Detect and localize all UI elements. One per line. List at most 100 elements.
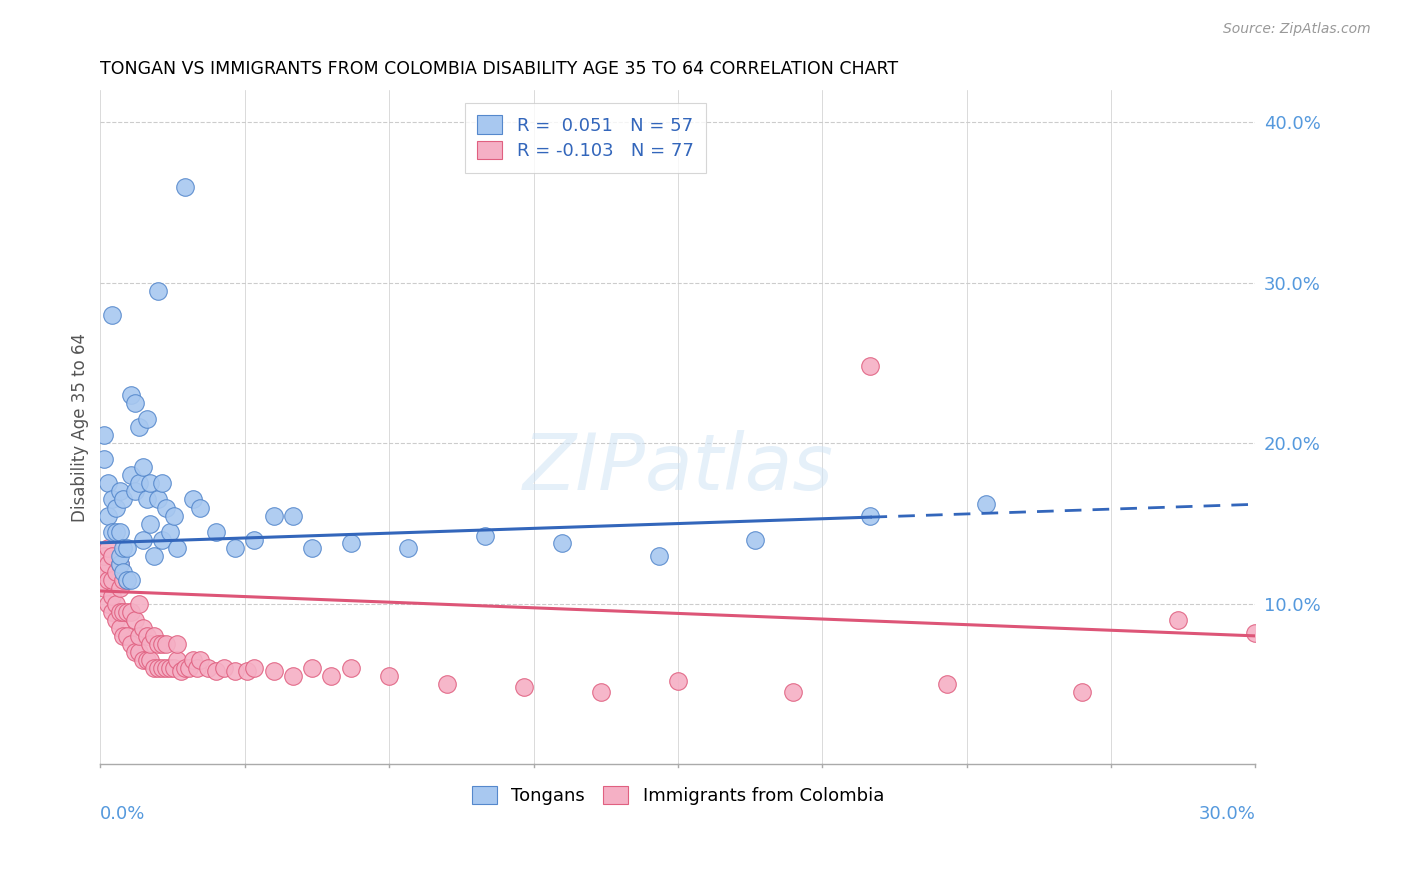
Point [186,661,208,675]
Point [108,549,131,563]
Point [170,664,193,678]
Point [782,685,804,699]
Point [666,673,689,688]
Point [1244,625,1267,640]
Point [97,557,120,571]
Point [155,637,177,651]
Point [166,541,188,555]
Point [93,549,115,563]
Point [139,476,162,491]
Point [128,420,150,434]
Text: TONGAN VS IMMIGRANTS FROM COLOMBIA DISABILITY AGE 35 TO 64 CORRELATION CHART: TONGAN VS IMMIGRANTS FROM COLOMBIA DISAB… [100,60,898,78]
Point [104,524,127,539]
Point [101,308,124,322]
Point [197,661,219,675]
Point [301,541,323,555]
Point [224,541,246,555]
Point [112,573,135,587]
Point [551,536,574,550]
Point [139,637,162,651]
Point [744,533,766,547]
Point [235,664,257,678]
Point [1167,613,1189,627]
Point [104,613,127,627]
Point [859,359,882,374]
Point [243,533,266,547]
Point [131,653,153,667]
Point [108,557,131,571]
Point [936,677,959,691]
Point [128,645,150,659]
Point [321,669,343,683]
Point [128,597,150,611]
Point [155,500,177,515]
Point [205,664,228,678]
Point [513,680,536,694]
Point [124,484,146,499]
Point [117,573,139,587]
Point [339,536,361,550]
Point [117,573,139,587]
Point [263,508,285,523]
Point [243,661,266,675]
Text: 0.0%: 0.0% [100,805,146,822]
Point [131,533,153,547]
Point [112,541,135,555]
Legend: Tongans, Immigrants from Colombia: Tongans, Immigrants from Colombia [461,775,896,816]
Point [224,664,246,678]
Point [124,645,146,659]
Point [108,581,131,595]
Point [101,573,124,587]
Point [117,541,139,555]
Point [101,605,124,619]
Point [108,605,131,619]
Point [135,492,157,507]
Point [162,661,184,675]
Point [212,661,235,675]
Point [112,492,135,507]
Y-axis label: Disability Age 35 to 64: Disability Age 35 to 64 [72,333,89,522]
Point [159,661,181,675]
Point [120,573,142,587]
Point [281,669,304,683]
Point [146,637,169,651]
Point [108,524,131,539]
Point [101,524,124,539]
Point [97,476,120,491]
Point [93,428,115,442]
Point [396,541,419,555]
Point [162,508,184,523]
Point [108,484,131,499]
Point [150,533,173,547]
Point [190,653,212,667]
Point [120,388,142,402]
Point [436,677,458,691]
Point [104,597,127,611]
Point [146,492,169,507]
Point [128,476,150,491]
Point [108,557,131,571]
Point [281,508,304,523]
Point [104,500,127,515]
Point [112,629,135,643]
Point [93,565,115,579]
Point [146,284,169,298]
Point [104,565,127,579]
Text: ZIPatlas: ZIPatlas [523,430,834,506]
Point [150,476,173,491]
Point [859,508,882,523]
Point [97,573,120,587]
Point [181,492,204,507]
Point [974,497,997,511]
Point [120,468,142,483]
Point [120,637,142,651]
Point [150,661,173,675]
Point [159,524,181,539]
Point [378,669,401,683]
Point [647,549,669,563]
Point [108,621,131,635]
Point [128,629,150,643]
Point [143,629,166,643]
Point [117,629,139,643]
Point [181,653,204,667]
